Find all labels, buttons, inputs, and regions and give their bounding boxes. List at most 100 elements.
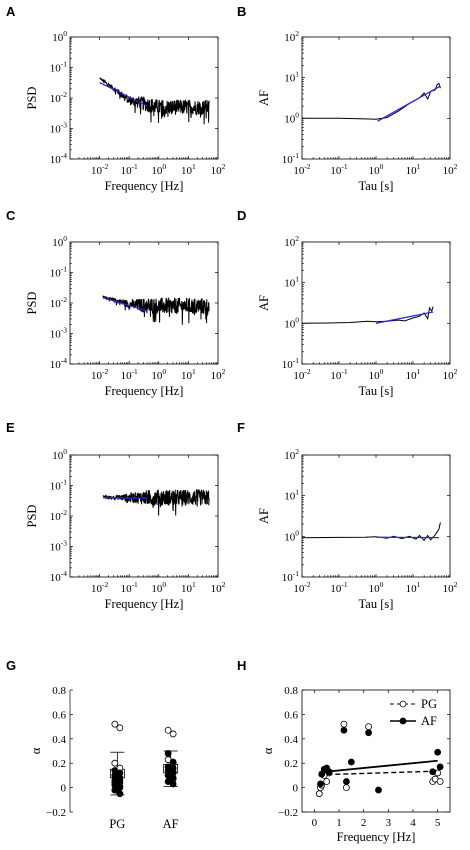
y-axis-label: PSD <box>25 505 39 528</box>
x-tick-label: 102 <box>211 162 226 177</box>
x-tick-label: 101 <box>181 367 196 382</box>
filled-marker <box>347 758 355 766</box>
x-tick-label: 102 <box>443 162 458 177</box>
panel-label-f: F <box>237 420 245 435</box>
x-tick-label: 10-2 <box>91 162 108 177</box>
y-tick-label: 102 <box>284 29 299 44</box>
plot-frame <box>301 454 451 578</box>
y-tick-label: 10-4 <box>50 151 67 166</box>
x-tick-label: 10-1 <box>330 580 347 595</box>
x-tick-label: 101 <box>406 580 421 595</box>
legend-marker <box>399 717 407 725</box>
x-tick-label: 100 <box>369 367 384 382</box>
x-tick-label: 4 <box>410 817 416 829</box>
y-axis-label: AF <box>257 295 271 311</box>
x-tick-label: 101 <box>406 162 421 177</box>
y-tick-label: 101 <box>284 488 299 503</box>
x-tick-label: 102 <box>211 580 226 595</box>
panel-label-a: A <box>6 4 16 19</box>
y-tick-label: 0.6 <box>284 709 298 721</box>
y-tick-label: 10-3 <box>50 121 67 136</box>
panel-label-b: B <box>237 4 246 19</box>
y-tick-label: 10-2 <box>50 508 67 523</box>
x-tick-label: 0 <box>312 817 318 829</box>
af-curve <box>302 82 441 120</box>
filled-marker <box>340 726 348 734</box>
open-marker <box>365 723 373 730</box>
y-axis-label: AF <box>257 508 271 524</box>
filled-marker <box>111 786 119 794</box>
open-marker <box>436 778 444 785</box>
x-tick-label: 10-1 <box>121 367 138 382</box>
y-tick-label: 10-3 <box>50 539 67 554</box>
y-tick-label: 100 <box>284 315 299 330</box>
plot-frame <box>301 689 451 813</box>
fit-line <box>102 297 148 312</box>
y-tick-label: 0 <box>293 783 299 795</box>
y-tick-label: 102 <box>284 447 299 462</box>
y-tick-label: 10-1 <box>50 60 67 75</box>
y-tick-label: 10-1 <box>50 265 67 280</box>
filled-marker <box>342 778 350 785</box>
x-tick-label: 101 <box>181 580 196 595</box>
panel-label-c: C <box>6 208 16 223</box>
y-tick-label: 10-1 <box>282 356 299 371</box>
open-marker <box>111 720 119 728</box>
x-tick-label: 5 <box>435 817 441 829</box>
open-marker <box>164 726 172 734</box>
y-tick-label: 10-1 <box>282 151 299 166</box>
y-tick-label: 102 <box>284 234 299 249</box>
x-tick-label: 10-1 <box>121 162 138 177</box>
x-tick-label: 102 <box>443 367 458 382</box>
x-axis-label: Frequency [Hz] <box>337 830 416 844</box>
y-tick-label: 0.4 <box>284 734 298 746</box>
y-tick-label: 100 <box>284 528 299 543</box>
y-axis-label: α <box>261 747 275 754</box>
y-tick-label: 100 <box>52 447 67 462</box>
legend-marker <box>399 700 407 708</box>
af-curve <box>301 306 434 324</box>
x-axis-label: Tau [s] <box>359 179 394 193</box>
y-tick-label: −0.2 <box>278 807 298 819</box>
y-tick-label: 10-2 <box>50 90 67 105</box>
regression-line-af <box>319 759 438 774</box>
x-tick-label: 10-1 <box>330 367 347 382</box>
panel-label-h: H <box>237 658 246 673</box>
panel-label-g: G <box>6 658 16 673</box>
x-tick-label: 101 <box>181 162 196 177</box>
category-label-pg: PG <box>109 817 125 831</box>
x-tick-label: 102 <box>211 367 226 382</box>
x-axis-label: Tau [s] <box>359 597 394 611</box>
filled-marker <box>436 763 444 771</box>
y-tick-label: 0.6 <box>52 709 66 721</box>
x-tick-label: 10-1 <box>121 580 138 595</box>
panel-a: A 10-4 10-3 10-2 10-1 100 10-2 10-1 100 101 102 Fre… <box>6 4 226 193</box>
plot-frame <box>301 241 451 365</box>
legend-label-af: AF <box>421 714 437 728</box>
panel-label-e: E <box>6 420 15 435</box>
fit-line <box>102 496 148 499</box>
x-tick-label: 2 <box>361 817 367 829</box>
y-tick-label: 100 <box>52 29 67 44</box>
y-tick-label: 10-4 <box>50 569 67 584</box>
x-tick-label: 100 <box>151 162 166 177</box>
open-marker <box>111 759 119 767</box>
y-tick-label: 0.8 <box>52 685 66 697</box>
panel-h: H −0.2 0 0.2 0.4 0.6 0.8 0 1 2 3 4 5 Frequency [Hz] α P… <box>237 658 451 844</box>
open-marker <box>169 730 177 738</box>
psd-trace <box>99 77 210 125</box>
filled-marker <box>375 786 382 794</box>
x-tick-label: 10-2 <box>293 367 310 382</box>
x-tick-label: 100 <box>151 580 166 595</box>
filled-marker <box>434 748 442 756</box>
y-tick-label: −0.2 <box>46 807 66 819</box>
x-axis-label: Frequency [Hz] <box>105 384 184 398</box>
legend-label-pg: PG <box>421 697 437 711</box>
x-axis-label: Frequency [Hz] <box>105 597 184 611</box>
psd-trace <box>102 489 210 516</box>
x-tick-label: 10-2 <box>293 162 310 177</box>
x-tick-label: 1 <box>336 817 342 829</box>
x-tick-label: 100 <box>369 162 384 177</box>
y-tick-label: 0.4 <box>52 734 66 746</box>
